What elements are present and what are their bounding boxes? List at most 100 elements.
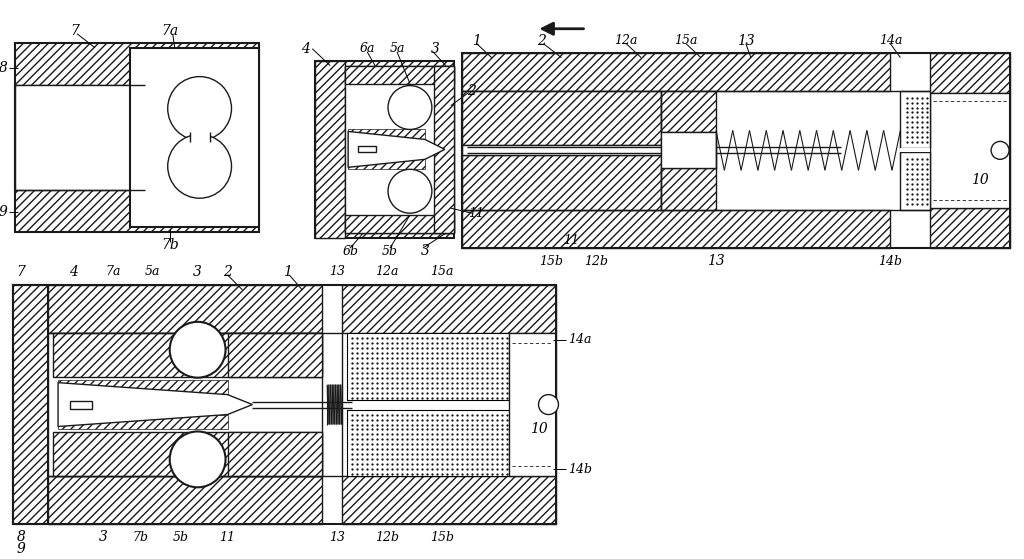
Bar [462,53,891,91]
Bar [462,91,662,145]
Text: 13: 13 [708,254,725,268]
Bar [48,333,323,476]
Text: 9: 9 [0,205,7,219]
Bar [462,53,1010,248]
Text: 11: 11 [563,234,580,247]
Bar [509,333,556,476]
Bar [53,433,323,476]
Text: 12a: 12a [375,266,398,278]
Text: 14b: 14b [879,254,902,268]
Text: 13: 13 [737,34,755,48]
Text: 7: 7 [16,265,26,279]
Bar [13,285,556,524]
Text: 4: 4 [69,265,78,279]
Polygon shape [348,157,425,169]
Bar [227,333,323,377]
Bar [342,285,556,333]
Text: 15b: 15b [430,530,454,544]
Text: 14a: 14a [879,34,902,47]
Text: 5b: 5b [173,530,188,544]
Circle shape [168,77,231,140]
Bar [347,410,509,476]
Polygon shape [58,383,253,427]
Text: 5b: 5b [382,244,398,258]
Bar [15,84,144,190]
Text: 7a: 7a [161,23,178,38]
Text: 11: 11 [468,207,483,220]
Bar [130,48,259,227]
Bar [315,61,345,238]
Bar [48,476,323,524]
Bar [902,93,929,146]
Circle shape [539,395,558,415]
Bar [930,53,1010,93]
Bar [662,132,716,168]
Bar [189,132,210,143]
Bar [462,155,662,210]
Polygon shape [58,380,227,395]
Text: 7: 7 [71,23,80,38]
Text: 3: 3 [421,244,429,258]
Circle shape [991,141,1009,159]
Bar [900,148,930,153]
Polygon shape [348,131,444,167]
Bar [930,208,1010,248]
Circle shape [170,322,225,378]
Bar [347,333,509,400]
Text: 11: 11 [219,530,236,544]
Text: 1: 1 [472,34,481,48]
Bar [53,333,323,377]
Bar [462,210,891,248]
Text: 14a: 14a [568,333,592,346]
Text: 15a: 15a [675,34,697,47]
Text: 7b: 7b [161,238,178,252]
Text: 3: 3 [98,530,108,544]
Text: 5a: 5a [389,42,404,55]
Text: 7a: 7a [105,266,121,278]
Bar [930,93,1010,208]
Text: 2: 2 [223,265,232,279]
Text: 2: 2 [538,34,546,48]
Text: 2: 2 [467,83,476,98]
Text: 1: 1 [283,265,292,279]
Bar [345,65,454,233]
Text: 8: 8 [0,60,7,75]
Bar [662,91,716,132]
Bar [13,285,48,524]
Text: 3: 3 [430,42,439,56]
Text: 10: 10 [529,423,548,437]
Text: 6b: 6b [342,244,358,258]
Text: 12b: 12b [585,254,608,268]
Text: 8: 8 [16,530,26,544]
Bar [315,61,454,238]
Text: 12a: 12a [614,34,638,47]
Text: 14b: 14b [568,463,593,476]
Bar [342,476,556,524]
Bar [48,285,323,333]
Polygon shape [348,130,425,141]
Text: 13: 13 [329,266,345,278]
Bar [662,168,716,210]
Bar [70,401,92,409]
Bar [462,145,662,155]
Bar [434,65,454,233]
Text: 10: 10 [972,173,989,187]
Bar [345,65,454,84]
Bar [17,86,144,190]
Circle shape [168,134,231,198]
Text: 3: 3 [194,265,202,279]
Text: 9: 9 [16,542,26,556]
Text: 5a: 5a [145,266,161,278]
Bar [358,146,376,153]
Polygon shape [58,415,227,429]
Text: 13: 13 [329,530,345,544]
Bar [900,91,930,148]
Circle shape [170,432,225,487]
Text: 12b: 12b [375,530,399,544]
Text: 15a: 15a [430,266,454,278]
Bar [900,153,930,210]
Bar [902,154,929,208]
Bar [15,42,259,232]
Text: 7b: 7b [133,530,148,544]
Bar [227,433,323,476]
